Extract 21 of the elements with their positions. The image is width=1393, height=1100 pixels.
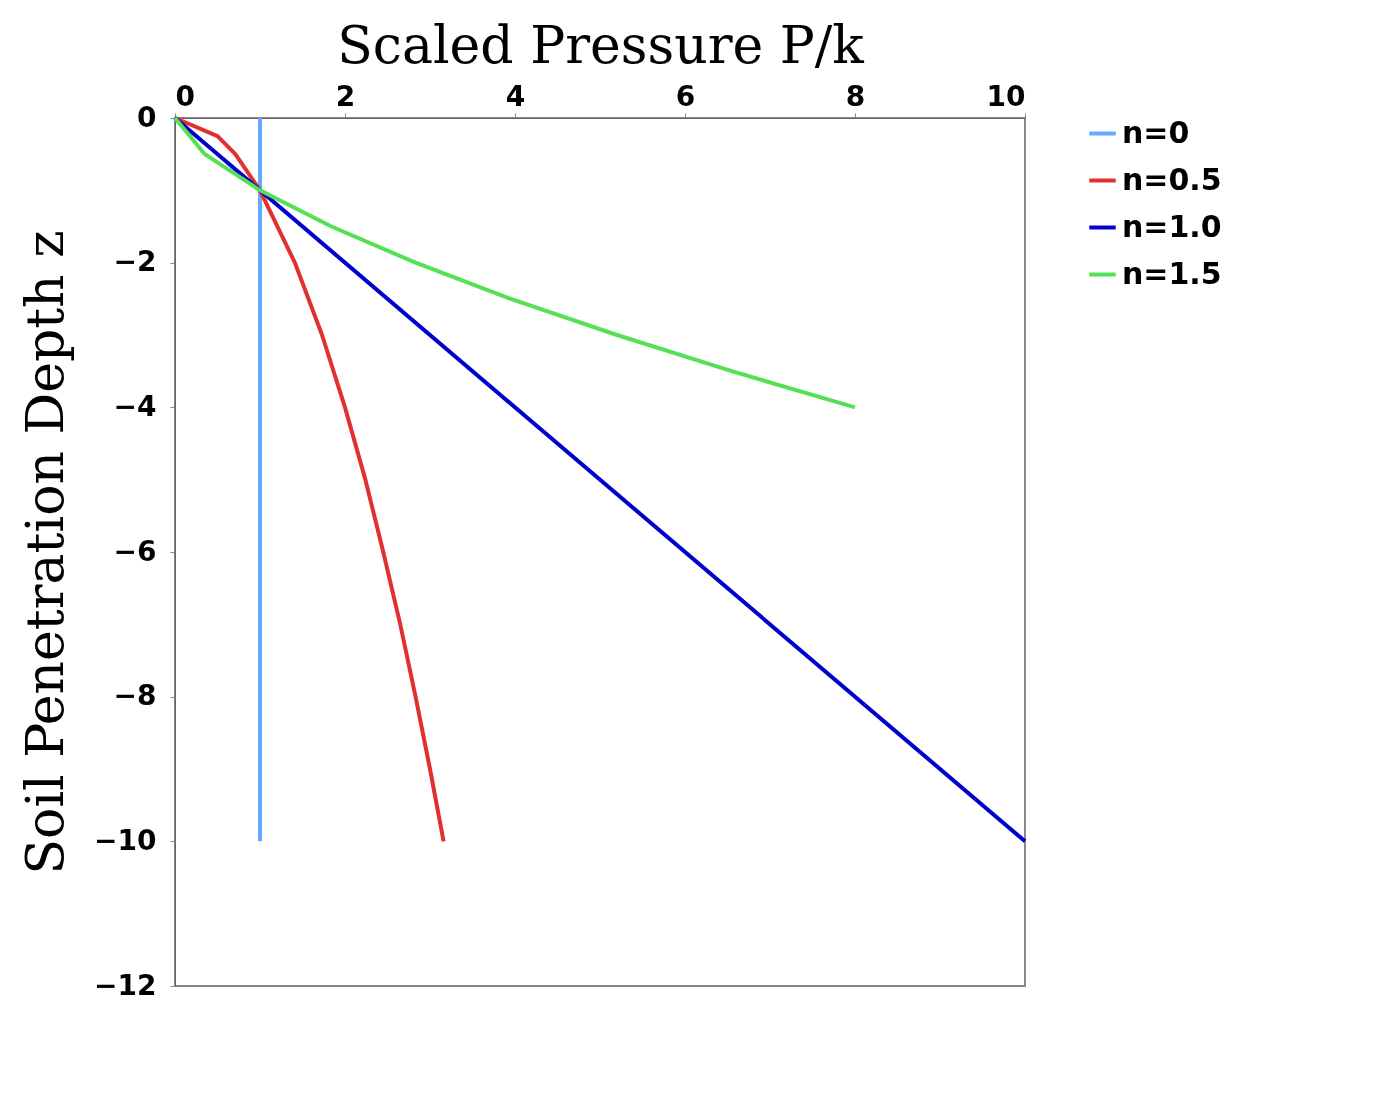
y-tick-label: −4 [113,389,157,423]
y-tick-label: −8 [113,679,157,713]
x-tick-label: 2 [335,79,356,113]
y-tick-label: −2 [113,245,157,279]
x-axis-title: Scaled Pressure P/k [337,14,865,75]
x-tick-label: 10 [986,79,1026,113]
legend-label: n=1.5 [1122,255,1222,291]
x-tick-label: 8 [845,79,866,113]
legend-label: n=0 [1122,114,1190,150]
x-tick-label: 4 [505,79,526,113]
y-tick-label: 0 [137,100,157,134]
legend-label: n=0.5 [1122,161,1222,197]
x-tick-label: 6 [675,79,696,113]
y-tick-label: −12 [94,968,157,1002]
y-tick-label: −10 [94,823,157,857]
legend-label: n=1.0 [1122,208,1222,244]
line-series [173,116,857,410]
y-tick-label: −6 [113,534,157,568]
line-series [173,116,446,844]
x-tick-label: 0 [175,79,195,113]
y-axis-title: Soil Penetration Depth z [15,230,76,875]
